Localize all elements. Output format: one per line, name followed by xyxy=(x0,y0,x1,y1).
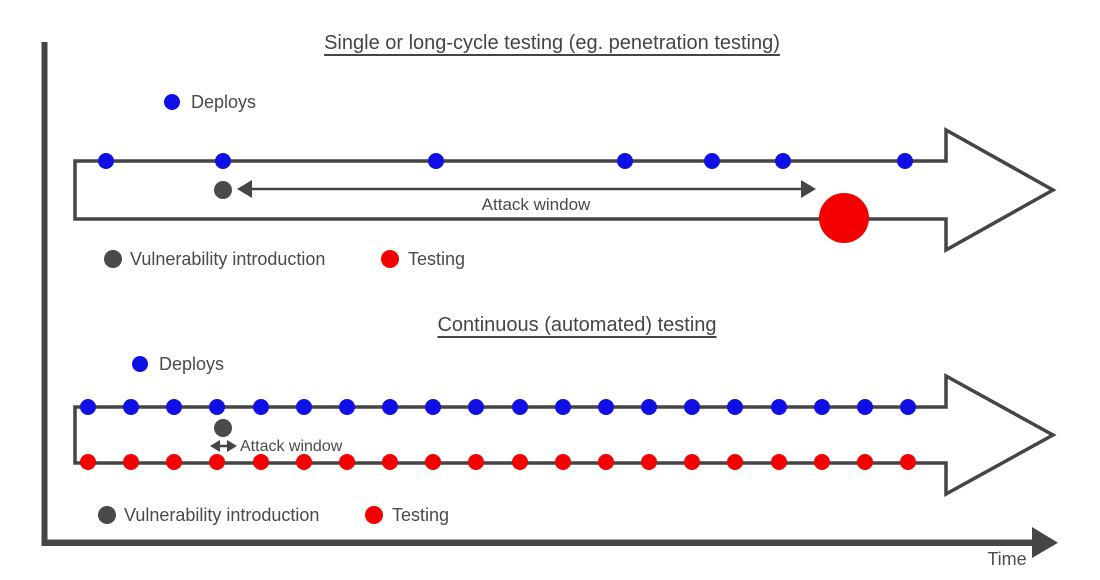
arrow-right-icon xyxy=(227,440,237,452)
deploy-dot xyxy=(123,399,140,415)
legend-testing-label: Testing xyxy=(392,505,450,525)
deploy-dot xyxy=(617,153,633,169)
deploy-dot xyxy=(511,399,528,415)
y-axis-line xyxy=(41,42,48,543)
legend-deploy-dot xyxy=(164,94,180,110)
legend-vulnerability-label: Vulnerability introduction xyxy=(124,505,320,525)
testing-dot xyxy=(123,454,140,470)
legend-vulnerability-label: Vulnerability introduction xyxy=(130,249,326,269)
deploy-dot xyxy=(770,399,787,415)
arrow-left-icon xyxy=(210,440,220,452)
testing-dot xyxy=(813,454,830,470)
deploy-dot xyxy=(80,399,96,415)
testing-dot xyxy=(252,454,269,470)
section-title-continuous: Continuous (automated) testing xyxy=(437,314,717,336)
legend-vulnerability-dot xyxy=(104,250,122,268)
attack-window-arrow-bottom xyxy=(210,440,237,452)
deploy-dot xyxy=(166,399,183,415)
legend-deploys-label: Deploys xyxy=(191,92,257,112)
legend-testing-label: Testing xyxy=(408,249,466,269)
deploy-dot xyxy=(209,399,226,415)
arrow-right-icon xyxy=(801,180,816,198)
deploy-dot xyxy=(215,153,231,169)
testing-dot xyxy=(856,454,873,470)
timeline-arrow-outline-top xyxy=(73,127,1057,253)
legend-testing-dot xyxy=(381,250,399,268)
testing-dot xyxy=(641,454,658,470)
testing-dot xyxy=(468,454,485,470)
deploy-dot xyxy=(900,399,916,415)
testing-dot xyxy=(209,454,226,470)
deploy-dot xyxy=(856,399,873,415)
testing-dot xyxy=(554,454,571,470)
legend-vulnerability-dot xyxy=(98,506,116,524)
legend-deploy-dot xyxy=(132,356,148,372)
testing-dot xyxy=(295,454,312,470)
attack-window-arrow-top xyxy=(237,180,816,198)
testing-dot xyxy=(80,454,96,470)
x-axis-arrowhead-icon xyxy=(1032,527,1058,558)
testing-dot xyxy=(166,454,183,470)
deploy-dot xyxy=(468,399,485,415)
x-axis-line xyxy=(41,539,1033,546)
deploy-dot xyxy=(428,153,444,169)
legend-deploys-label: Deploys xyxy=(159,354,225,374)
vulnerability-introduction-dot xyxy=(214,419,232,437)
time-axis-label: Time xyxy=(987,549,1027,569)
testing-dot xyxy=(684,454,701,470)
section-title-single-cycle: Single or long-cycle testing (eg. penetr… xyxy=(324,32,780,54)
attack-window-label-top: Attack window xyxy=(481,195,591,214)
attack-window-label-bottom: Attack window xyxy=(240,438,343,455)
testing-dot xyxy=(819,193,869,243)
arrow-left-icon xyxy=(237,180,252,198)
deploy-dot xyxy=(684,399,701,415)
testing-dot xyxy=(900,454,916,470)
testing-dot xyxy=(425,454,442,470)
deploy-dot xyxy=(704,153,720,169)
testing-dot xyxy=(727,454,744,470)
deploy-dot xyxy=(338,399,355,415)
testing-dot xyxy=(597,454,614,470)
deploy-dot xyxy=(813,399,830,415)
testing-dot xyxy=(770,454,787,470)
deploy-dot xyxy=(641,399,658,415)
legend-testing-dot xyxy=(365,506,383,524)
deploy-dot xyxy=(295,399,312,415)
deploy-dot xyxy=(775,153,791,169)
vulnerability-introduction-dot xyxy=(214,181,232,199)
deploy-dot xyxy=(897,153,913,169)
deploy-dot xyxy=(425,399,442,415)
deploy-dot xyxy=(597,399,614,415)
deploy-dot xyxy=(98,153,114,169)
deploy-dot xyxy=(252,399,269,415)
deploy-dot xyxy=(382,399,399,415)
testing-dot xyxy=(338,454,355,470)
testing-dot xyxy=(511,454,528,470)
deploy-dot xyxy=(554,399,571,415)
deploy-dot xyxy=(727,399,744,415)
testing-dot xyxy=(382,454,399,470)
